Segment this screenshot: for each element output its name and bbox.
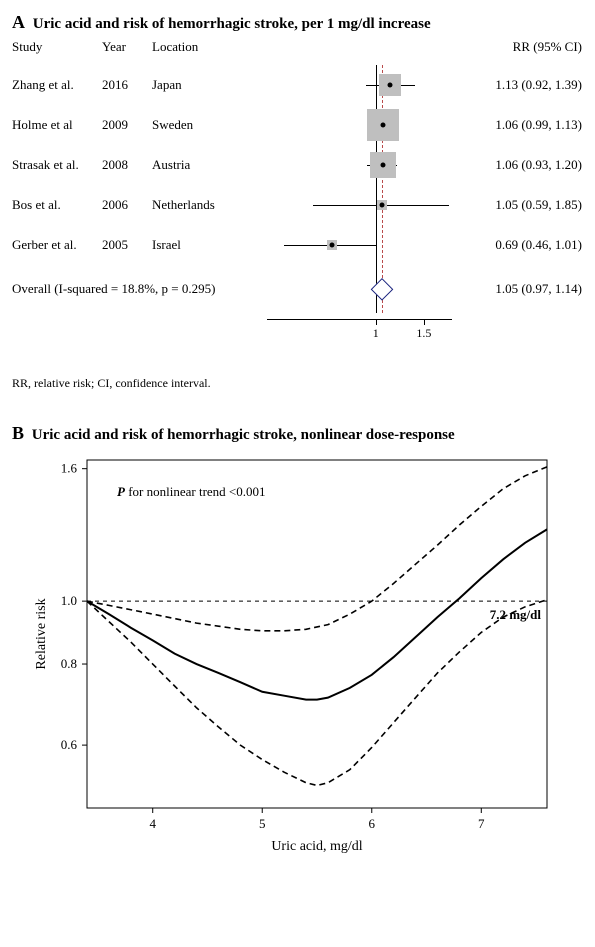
x-tick-label: 1.5 [416,326,431,341]
panel-a-title: A Uric acid and risk of hemorrhagic stro… [12,12,583,33]
panel-a: A Uric acid and risk of hemorrhagic stro… [12,12,583,391]
study-year: 2006 [102,197,152,213]
point-estimate [380,123,385,128]
forest-overall-row: Overall (I-squared = 18.8%, p = 0.295) 1.… [12,265,582,313]
overall-plot-cell [267,265,452,313]
study-name: Strasak et al. [12,157,102,173]
overall-diamond [371,278,393,300]
y-tick-label: 0.6 [61,737,78,752]
x-tick [376,320,377,325]
panel-b: B Uric acid and risk of hemorrhagic stro… [12,423,583,860]
point-estimate [380,163,385,168]
forest-rows: Zhang et al.2016Japan 1.13 (0.92, 1.39) Ho… [12,65,582,313]
header-study: Study [12,39,102,55]
study-plot-cell [267,145,452,185]
study-location: Netherlands [152,197,267,213]
study-year: 2016 [102,77,152,93]
overall-label: Overall (I-squared = 18.8%, p = 0.295) [12,281,267,297]
study-year: 2005 [102,237,152,253]
header-rr: RR (95% CI) [452,39,582,55]
study-location: Japan [152,77,267,93]
point-estimate [388,83,393,88]
panel-b-title: B Uric acid and risk of hemorrhagic stro… [12,423,583,444]
study-rr-text: 1.13 (0.92, 1.39) [452,77,582,93]
panel-a-title-text: Uric acid and risk of hemorrhagic stroke… [33,16,431,32]
study-location: Sweden [152,117,267,133]
study-plot-cell [267,105,452,145]
forest-header: Study Year Location RR (95% CI) [12,39,582,55]
y-tick-label: 0.8 [61,656,77,671]
study-plot-cell [267,65,452,105]
study-name: Gerber et al. [12,237,102,253]
study-year: 2009 [102,117,152,133]
study-rr-text: 0.69 (0.46, 1.01) [452,237,582,253]
study-rr-text: 1.06 (0.93, 1.20) [452,157,582,173]
forest-study-row: Zhang et al.2016Japan 1.13 (0.92, 1.39) [12,65,582,105]
x-tick-label: 7 [478,816,485,831]
forest-footnote: RR, relative risk; CI, confidence interv… [12,376,583,391]
forest-plot: Study Year Location RR (95% CI) Zhang et… [12,39,582,348]
header-year: Year [102,39,152,55]
header-plot-spacer [267,39,452,55]
study-name: Holme et al [12,117,102,133]
x-tick [424,320,425,325]
forest-study-row: Gerber et al.2005Israel 0.69 (0.46, 1.01) [12,225,582,265]
threshold-label: 7.2 mg/dl [490,607,542,622]
point-estimate [379,203,384,208]
y-tick-label: 1.6 [61,461,78,476]
forest-study-row: Holme et al2009Sweden 1.06 (0.99, 1.13) [12,105,582,145]
study-year: 2008 [102,157,152,173]
panel-a-letter: A [12,12,25,32]
study-plot-cell [267,185,452,225]
header-location: Location [152,39,267,55]
x-axis-label: Uric acid, mg/dl [271,839,362,854]
p-nonlinear-text: P for nonlinear trend <0.001 [117,484,266,499]
study-rr-text: 1.06 (0.99, 1.13) [452,117,582,133]
forest-study-row: Bos et al.2006Netherlands 1.05 (0.59, 1.8… [12,185,582,225]
x-tick-label: 4 [149,816,156,831]
dose-response-plot: 4 5 6 7 0.6 0.8 1.0 1.6 Uric acid, mg/dl Relative… [27,450,567,860]
panel-b-letter: B [12,423,24,443]
study-plot-cell [267,225,452,265]
x-tick-label: 5 [259,816,266,831]
y-axis-label: Relative risk [34,598,49,669]
point-estimate [329,243,334,248]
forest-x-axis: 11.5 [267,319,452,348]
study-location: Austria [152,157,267,173]
study-location: Israel [152,237,267,253]
panel-b-title-text: Uric acid and risk of hemorrhagic stroke… [32,427,455,443]
study-name: Bos et al. [12,197,102,213]
axes-box [87,460,547,808]
dose-response-svg: 4 5 6 7 0.6 0.8 1.0 1.6 Uric acid, mg/dl Relative… [27,450,567,860]
study-name: Zhang et al. [12,77,102,93]
y-tick-label: 1.0 [61,593,77,608]
x-tick-label: 1 [373,326,379,341]
x-tick-label: 6 [369,816,376,831]
overall-rr-text: 1.05 (0.97, 1.14) [452,281,582,297]
study-rr-text: 1.05 (0.59, 1.85) [452,197,582,213]
forest-study-row: Strasak et al.2008Austria 1.06 (0.93, 1.2… [12,145,582,185]
